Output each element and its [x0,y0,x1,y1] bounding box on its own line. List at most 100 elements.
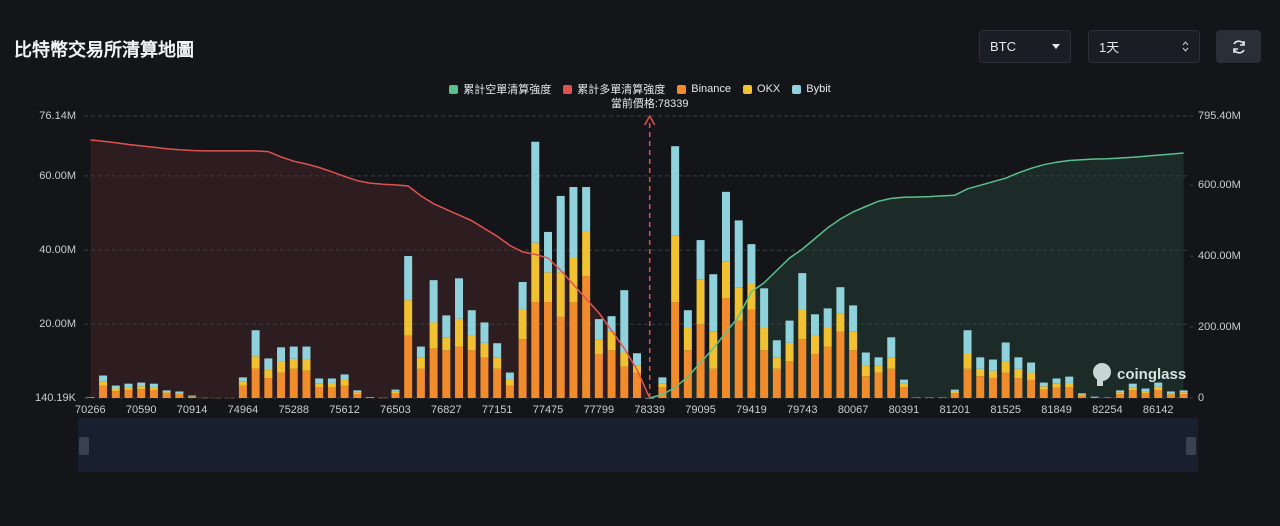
bar-segment [582,276,591,398]
bar-segment [480,342,489,358]
bar-segment [823,328,832,347]
bar-segment [544,302,553,398]
bar-segment [709,368,718,398]
bar-segment [785,361,794,398]
legend-swatch [449,84,459,94]
bar-segment [658,383,667,388]
bar-segment [518,309,527,340]
bar-segment [721,191,730,262]
bar-segment [963,368,972,398]
bar-segment [899,383,908,388]
bar-segment [302,346,311,360]
bar-segment [607,316,616,332]
current-price-arrow [644,114,656,126]
bar-segment [747,309,756,398]
bar-segment [404,335,413,398]
bar-segment [950,389,959,392]
x-tick-label: 75612 [329,404,360,416]
legend-item[interactable]: 累計空單清算強度 [449,81,551,97]
bar-segment [302,370,311,398]
line [90,139,651,399]
bar-segment [1154,389,1163,398]
watermark: coinglass [1117,366,1186,383]
x-tick-label: 78339 [634,404,665,416]
bar-segment [277,361,286,373]
refresh-button[interactable] [1216,30,1261,63]
bar-segment [899,387,908,398]
bar-segment [353,390,362,393]
bar-segment [175,394,184,398]
period-select[interactable]: 1天 [1088,30,1200,63]
legend-item[interactable]: Binance [677,81,731,97]
x-tick-label: 75288 [278,404,309,416]
bar-segment [747,244,756,284]
bar-segment [137,389,146,398]
bar-segment [874,372,883,398]
bar-segment [556,195,565,273]
bar-segment [709,274,718,332]
legend-label: 累計空單清算強度 [463,84,552,96]
bar-segment [111,391,120,398]
bar-segment [264,378,273,398]
bar-segment [1179,394,1188,398]
bar-segment [1154,382,1163,387]
bar-segment [1116,392,1125,395]
bar-segment [772,357,781,369]
bar-segment [823,308,832,329]
bar-segment [976,368,985,377]
bar-segment [785,320,794,343]
bar-segment [683,350,692,398]
legend-item[interactable]: OKX [743,81,780,97]
bar-segment [416,368,425,398]
bar-segment [556,272,565,317]
bar-segment [111,385,120,389]
page-title: 比特幣交易所清算地圖 [14,40,194,60]
bar-segment [1128,390,1137,398]
bar-segment [277,347,286,362]
slider-handle[interactable] [1186,437,1196,455]
x-tick-label: 70590 [126,404,157,416]
bar-segment [861,352,870,366]
bar-segment [582,187,591,232]
bar-segment [340,379,349,386]
legend-item[interactable]: 累計多單清算強度 [563,81,665,97]
bar-segment [1166,394,1175,398]
y2-tick-label: 400.00M [1198,250,1241,262]
bar-segment [480,357,489,398]
line-area [649,153,1184,398]
bar-segment [760,328,769,351]
bar-segment [264,369,273,379]
bar-segment [353,392,362,395]
bar-segment [988,378,997,398]
bar-segment [327,387,336,398]
bar-segment [162,392,171,394]
bar-segment [760,350,769,398]
bar-segment [327,382,336,388]
bar-segment [455,278,464,319]
bar-segment [124,387,133,390]
bar-segment [1077,394,1086,396]
zoom-slider[interactable] [78,418,1198,472]
x-tick-label: 81201 [940,404,971,416]
bar-segment [874,365,883,373]
bar-segment [1039,386,1048,390]
bar-segment [175,393,184,395]
symbol-select[interactable]: BTC [979,30,1071,63]
bar-segment [505,385,514,398]
bar-segment [391,393,400,398]
bar-segment [861,365,870,377]
bar-segment [607,331,616,351]
bar-segment [175,391,184,394]
bar-segment [391,389,400,392]
bar-segment [429,280,438,323]
legend-item[interactable]: Bybit [792,81,831,97]
bar-segment [1128,387,1137,391]
bar-segment [480,322,489,343]
bar-segment [1128,383,1137,388]
bar-segment [772,340,781,358]
slider-handle[interactable] [79,437,89,455]
bar-segment [798,339,807,398]
bar-segment [277,372,286,398]
bar-segment [505,372,514,380]
bar-segment [1039,389,1048,398]
